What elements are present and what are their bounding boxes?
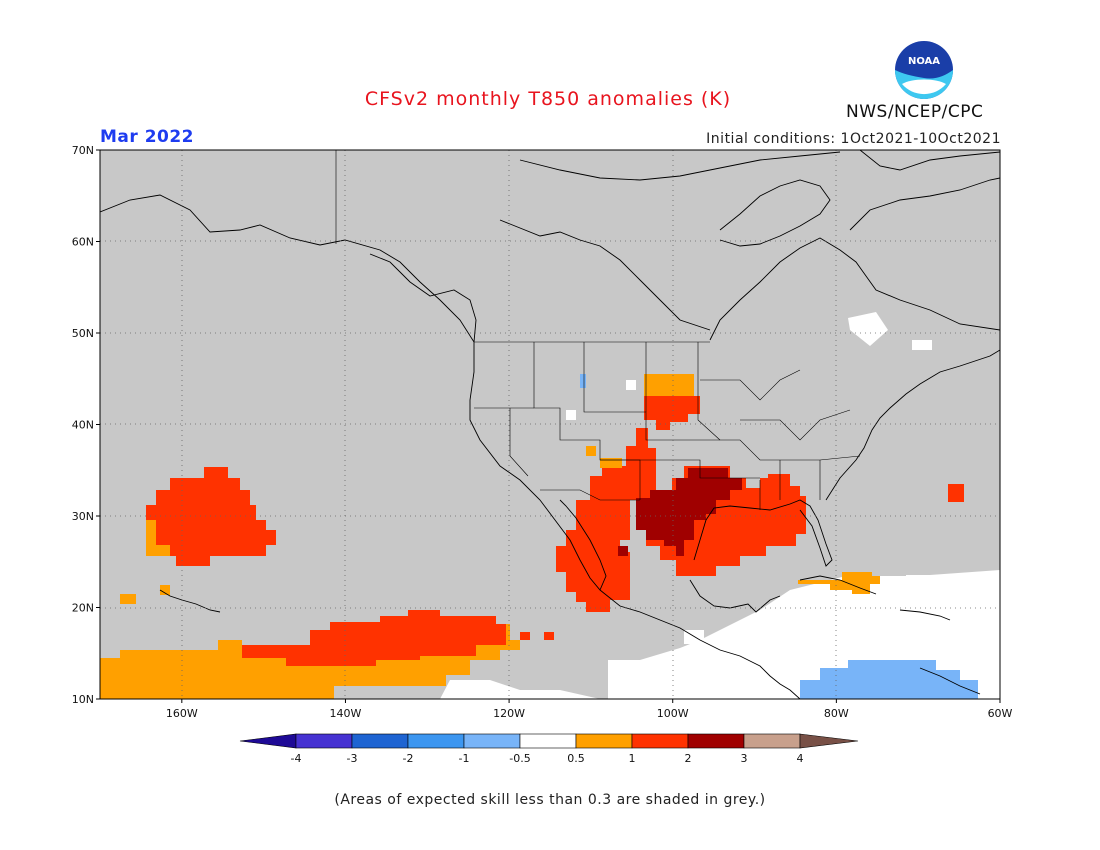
skill-area-newfoundland	[912, 340, 932, 350]
agency-label: NWS/NCEP/CPC	[846, 102, 984, 122]
colorbar-label: -4	[291, 752, 302, 765]
noaa-logo-icon: NOAA	[895, 41, 953, 99]
colorbar-segment	[295, 733, 353, 749]
lat-tick-label: 30N	[72, 510, 94, 523]
lon-tick-label: 120W	[493, 707, 525, 720]
colorbar-label: 4	[797, 752, 804, 765]
lat-tick-label: 40N	[72, 419, 94, 432]
lon-tick-label: 80W	[824, 707, 849, 720]
anomaly-tropical-pacific-1to2	[242, 610, 506, 666]
skill-area-small-a	[626, 380, 636, 390]
anomaly-small-c	[520, 632, 530, 640]
anomaly-atlantic-small	[948, 484, 964, 502]
colorbar-segment	[575, 733, 633, 749]
lon-axis: 160W 140W 120W 100W 80W 60W	[166, 699, 1013, 720]
anomaly-plains-0p5to1	[644, 374, 694, 396]
anomaly-small-g	[618, 546, 628, 556]
colorbar-segment	[631, 733, 689, 749]
anomaly-pacific-small-a	[120, 594, 136, 604]
anomaly-small-f	[600, 458, 622, 468]
colorbar-label: 1	[629, 752, 636, 765]
lat-tick-label: 20N	[72, 602, 94, 615]
skill-area-small-b	[566, 410, 576, 420]
anomaly-central-america-cool	[800, 660, 978, 699]
colorbar-arrow-low	[239, 733, 297, 749]
colorbar-label: -3	[347, 752, 358, 765]
lat-tick-label: 70N	[72, 144, 94, 157]
skill-area-east-pacific	[440, 680, 600, 699]
lon-tick-label: 100W	[657, 707, 689, 720]
anomaly-mexico-1to2	[556, 428, 656, 612]
colorbar-segment	[463, 733, 521, 749]
lon-tick-label: 160W	[166, 707, 198, 720]
lon-tick-label: 140W	[330, 707, 362, 720]
lat-tick-label: 10N	[72, 693, 94, 706]
colorbar-segment	[351, 733, 409, 749]
colorbar-label: 3	[741, 752, 748, 765]
colorbar-segment	[743, 733, 801, 749]
colorbar-label: 0.5	[567, 752, 585, 765]
colorbar-arrow-high	[799, 733, 859, 749]
colorbar-label: -1	[459, 752, 470, 765]
colorbar-label: -2	[403, 752, 414, 765]
lat-tick-label: 60N	[72, 236, 94, 249]
coastlines	[100, 150, 1000, 699]
colorbar-label: -0.5	[509, 752, 530, 765]
colorbar-segment	[519, 733, 577, 749]
political-boundaries	[335, 150, 861, 510]
initial-conditions: Initial conditions: 1Oct2021-10Oct2021	[706, 131, 1001, 147]
skill-footnote: (Areas of expected skill less than 0.3 a…	[334, 792, 766, 808]
forecast-month: Mar 2022	[100, 127, 195, 147]
anomaly-small-cool	[580, 374, 586, 388]
lon-tick-label: 60W	[988, 707, 1013, 720]
anomaly-texas-2to3	[636, 468, 742, 556]
svg-text:NOAA: NOAA	[908, 56, 940, 67]
anomaly-pacific-0p5to1	[146, 520, 170, 556]
colorbar-segment	[687, 733, 745, 749]
colorbar-label: 2	[685, 752, 692, 765]
anomaly-caribbean-0p5to1	[798, 572, 880, 594]
anomaly-small-d	[544, 632, 554, 640]
anomaly-pacific-small-b	[160, 585, 170, 595]
chart-title: CFSv2 monthly T850 anomalies (K)	[364, 88, 732, 110]
skill-area-labrador	[848, 312, 888, 346]
anomaly-pacific-1to2	[146, 467, 276, 566]
lat-tick-label: 50N	[72, 327, 94, 340]
lat-axis: 10N 20N 30N 40N 50N 60N 70N	[72, 144, 100, 706]
low-skill-caribbean	[872, 566, 906, 576]
colorbar-segment	[407, 733, 465, 749]
graticule	[100, 150, 1000, 699]
anomaly-small-e	[586, 446, 596, 456]
colorbar: -4 -3 -2 -1 -0.5 0.5 1 2 3 4	[239, 733, 859, 765]
